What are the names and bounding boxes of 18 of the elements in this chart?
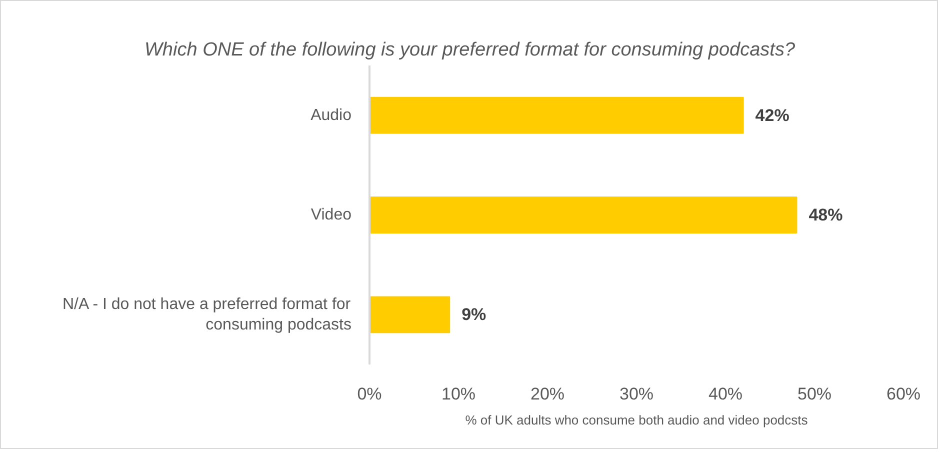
x-tick-label: 20% [530, 384, 565, 404]
y-tick-label: N/A - I do not have a preferred format for consuming podcasts [62, 296, 352, 334]
bar [370, 196, 798, 234]
data-label: 42% [755, 106, 790, 125]
x-tick-label: 30% [619, 384, 654, 404]
x-axis-title: % of UK adults who consume both audio and video podcsts [465, 412, 808, 428]
x-tick-label: 0% [357, 384, 382, 404]
bar [370, 296, 450, 334]
y-tick-label: Video [310, 206, 352, 224]
chart-title: Which ONE of the following is your preferred format for consuming podcasts? [144, 40, 796, 60]
data-label: 9% [462, 305, 486, 324]
bar [370, 96, 744, 134]
x-tick-label: 50% [797, 384, 832, 404]
data-label: 48% [808, 206, 843, 224]
x-tick-label: 60% [886, 384, 921, 404]
y-tick-label: Audio [310, 106, 352, 124]
x-tick-label: 40% [708, 384, 743, 404]
x-tick-label: 10% [441, 384, 476, 404]
